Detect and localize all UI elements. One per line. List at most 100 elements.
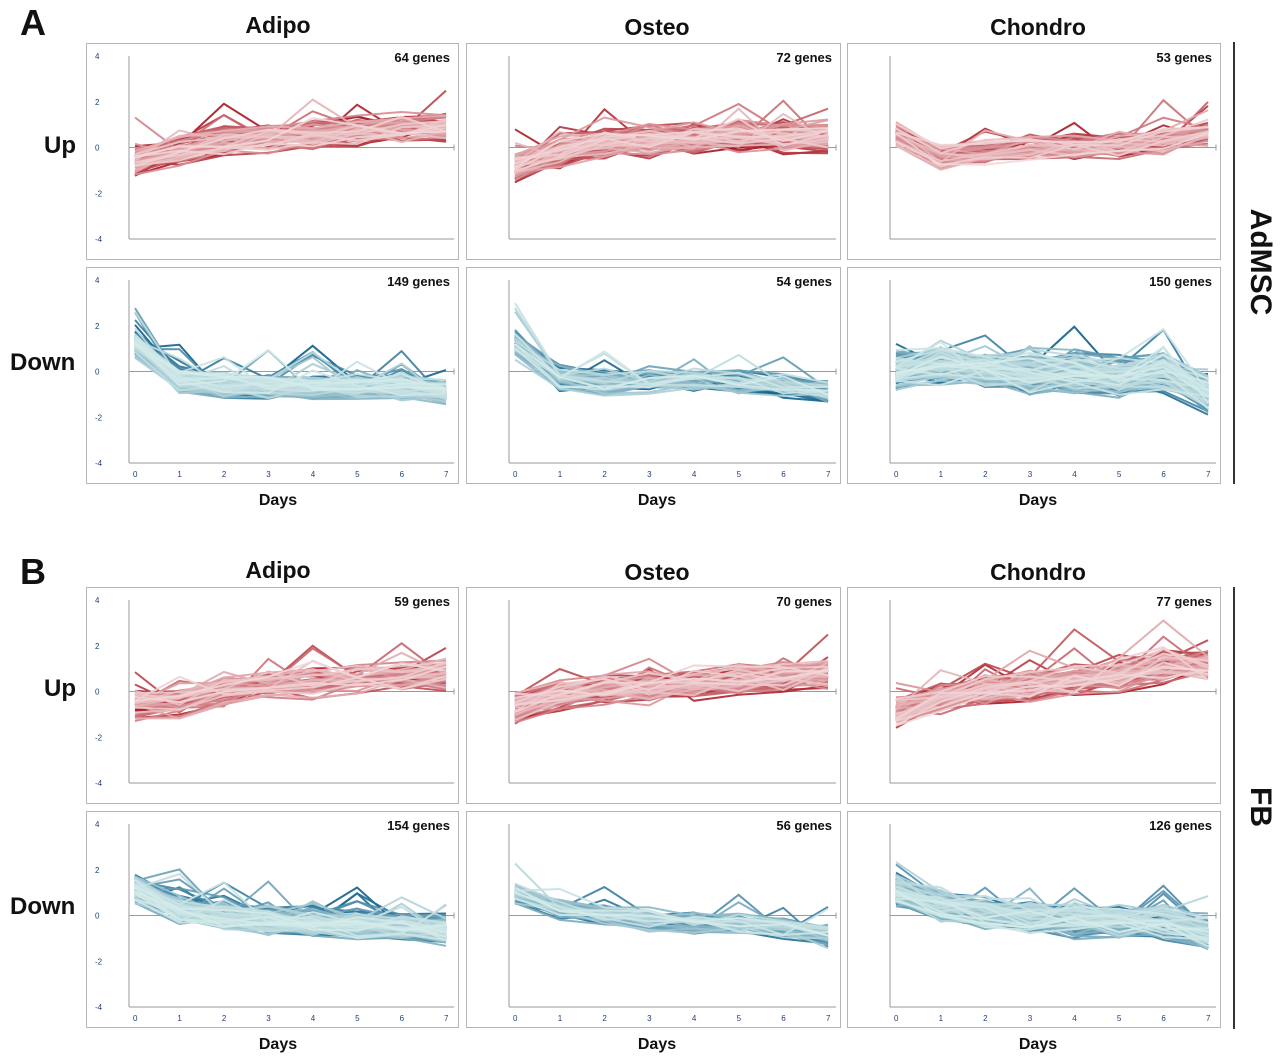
gene-count-label: 126 genes	[1149, 818, 1212, 833]
x-tick-label: 3	[647, 1014, 652, 1023]
y-tick-label: -4	[95, 459, 103, 468]
gene-profile-line	[134, 342, 447, 389]
y-tick-label: 4	[95, 276, 100, 285]
panel-a-side-line	[1233, 42, 1235, 484]
gene-profile-line	[134, 890, 447, 932]
x-tick-label: 1	[558, 470, 563, 479]
y-tick-label: 0	[95, 368, 100, 377]
side-label-admsc: AdMSC	[1244, 208, 1277, 316]
gene-profile-line	[514, 657, 829, 695]
gene-profile-line	[514, 664, 829, 706]
x-tick-label: 3	[1028, 470, 1033, 479]
y-tick-label: -2	[95, 413, 103, 422]
gene-profile-line	[134, 898, 447, 942]
side-label-fb: FB	[1244, 787, 1277, 827]
panel-b-side-line	[1233, 587, 1235, 1029]
gene-profile-line	[134, 879, 447, 934]
gene-profile-line	[895, 665, 1209, 727]
gene-profile-line	[514, 129, 829, 165]
chart-b-up-osteo: 70 genes	[466, 587, 841, 804]
series-lines	[895, 619, 1209, 729]
x-tick-label: 5	[1117, 1014, 1122, 1023]
gene-profile-line	[134, 120, 447, 160]
gene-profile-line	[514, 302, 829, 386]
x-tick-label: 7	[444, 1014, 449, 1023]
series-lines	[514, 633, 829, 725]
x-tick-label: 2	[602, 1014, 607, 1023]
gene-profile-line	[514, 669, 829, 713]
y-tick-label: -4	[95, 1003, 103, 1012]
gene-profile-line	[134, 674, 447, 702]
x-tick-label: 5	[355, 1014, 360, 1023]
gene-profile-line	[895, 875, 1209, 930]
series-lines	[134, 868, 447, 947]
x-tick-label: 0	[133, 1014, 138, 1023]
gene-profile-line	[895, 122, 1209, 150]
gene-profile-line	[895, 891, 1209, 942]
x-tick-label: 3	[647, 470, 652, 479]
x-tick-label: 0	[894, 470, 899, 479]
x-tick-label: 5	[737, 470, 742, 479]
gene-profile-line	[895, 132, 1209, 166]
series-lines	[134, 307, 447, 406]
gene-profile-line	[895, 664, 1209, 724]
chart-svg: 72 genes	[508, 50, 837, 240]
y-tick-label: 4	[95, 52, 100, 61]
xlabel-days: Days	[258, 1036, 298, 1053]
chart-svg: 4 2 0 -2 -4 0 1 2 3 4 5 6 7 154 genes	[95, 818, 455, 1023]
chart-a-up-osteo: 72 genes	[466, 43, 841, 260]
chart-svg: 4 2 0 -2 -4 0 1 2 3 4 5 6 7 149 genes	[95, 274, 455, 479]
gene-profile-line	[514, 886, 829, 937]
gene-profile-line	[514, 896, 829, 937]
chart-svg: 0 1 2 3 4 5 6 7 150 genes	[889, 274, 1217, 479]
x-tick-label: 3	[266, 470, 271, 479]
gene-profile-line	[895, 379, 1209, 396]
gene-count-label: 56 genes	[776, 818, 832, 833]
y-tick-label: 0	[95, 912, 100, 921]
gene-profile-line	[134, 341, 447, 391]
y-tick-label: -2	[95, 957, 103, 966]
series-lines	[895, 98, 1209, 171]
y-tick-label: 0	[95, 144, 100, 153]
gene-profile-line	[514, 358, 829, 400]
column-title-adipo: Adipo	[245, 557, 311, 583]
x-tick-label: 4	[692, 470, 697, 479]
series-lines	[134, 642, 447, 722]
gene-count-label: 154 genes	[387, 818, 450, 833]
chart-svg: 4 2 0 -2 -4 64 genes	[95, 50, 455, 244]
y-tick-label: 0	[95, 688, 100, 697]
y-tick-label: 2	[95, 866, 100, 875]
gene-profile-line	[514, 890, 829, 937]
x-tick-label: 2	[222, 1014, 227, 1023]
x-tick-label: 2	[222, 470, 227, 479]
y-tick-label: 4	[95, 596, 100, 605]
gene-count-label: 53 genes	[1156, 50, 1212, 65]
x-tick-label: 1	[177, 1014, 182, 1023]
gene-profile-line	[134, 885, 447, 939]
x-tick-label: 6	[1161, 470, 1166, 479]
x-tick-label: 7	[826, 1014, 831, 1023]
gene-profile-line	[134, 117, 447, 158]
gene-profile-line	[514, 342, 829, 396]
y-tick-label: -2	[95, 733, 103, 742]
column-title-chondro: Chondro	[990, 14, 1086, 40]
gene-profile-line	[134, 124, 447, 167]
gene-profile-line	[134, 338, 447, 387]
x-tick-label: 2	[983, 1014, 988, 1023]
panel-letter-b: B	[20, 551, 46, 592]
column-title-osteo: Osteo	[624, 14, 690, 40]
x-tick-label: 6	[400, 1014, 405, 1023]
x-tick-label: 1	[939, 1014, 944, 1023]
chart-b-up-adipo: 4 2 0 -2 -4 59 genes	[86, 587, 459, 804]
series-lines	[514, 99, 829, 184]
gene-profile-line	[895, 899, 1209, 941]
x-tick-label: 6	[400, 470, 405, 479]
x-tick-label: 7	[1206, 1014, 1211, 1023]
x-tick-label: 4	[692, 1014, 697, 1023]
gene-profile-line	[134, 110, 447, 158]
x-tick-label: 3	[266, 1014, 271, 1023]
row-label-up: Up	[44, 675, 76, 702]
y-tick-label: 4	[95, 820, 100, 829]
chart-svg: 53 genes	[889, 50, 1217, 240]
gene-profile-line	[895, 353, 1209, 381]
